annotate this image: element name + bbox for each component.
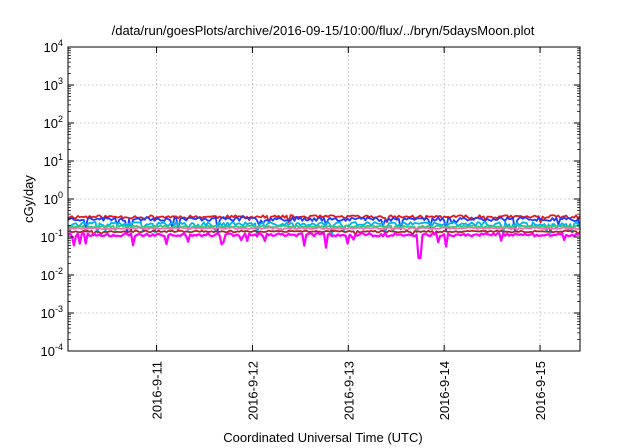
x-tick-label: 2016-9-15 xyxy=(533,361,548,420)
x-axis-ticks: 2016-9-11 2016-9-12 2016-9-13 2016-9-14 2016… xyxy=(150,47,548,420)
y-tick-label: 10-1 xyxy=(41,228,63,245)
y-tick-label: 10-4 xyxy=(41,342,63,359)
series-line-7 xyxy=(67,232,581,260)
series-line-4 xyxy=(67,224,581,233)
y-tick-label: 103 xyxy=(44,76,63,93)
series-line-2 xyxy=(67,216,581,234)
x-tick-label: 2016-9-12 xyxy=(245,361,260,420)
series-line-1 xyxy=(67,214,581,225)
y-tick-label: 100 xyxy=(44,190,63,207)
y-tick-label: 101 xyxy=(44,152,63,169)
chart-title: /data/run/goesPlots/archive/2016-09-15/1… xyxy=(112,23,535,38)
series-group xyxy=(67,214,581,260)
series-line-5 xyxy=(67,226,581,232)
series-line-6 xyxy=(67,229,581,237)
x-tick-label: 2016-9-13 xyxy=(341,361,356,420)
y-tick-label: 10-2 xyxy=(41,266,63,283)
y-tick-label: 102 xyxy=(44,114,63,131)
y-axis-ticks: 10-4 10-3 10-2 10-1 100 101 102 103 104 xyxy=(41,38,580,359)
x-tick-label: 2016-9-14 xyxy=(437,361,452,420)
y-axis-label: cGy/day xyxy=(21,175,36,223)
y-tick-label: 104 xyxy=(44,38,63,55)
x-axis-label: Coordinated Universal Time (UTC) xyxy=(223,430,422,445)
grid-lines xyxy=(68,47,580,351)
x-tick-label: 2016-9-11 xyxy=(150,361,165,419)
y-tick-label: 10-3 xyxy=(41,304,63,321)
